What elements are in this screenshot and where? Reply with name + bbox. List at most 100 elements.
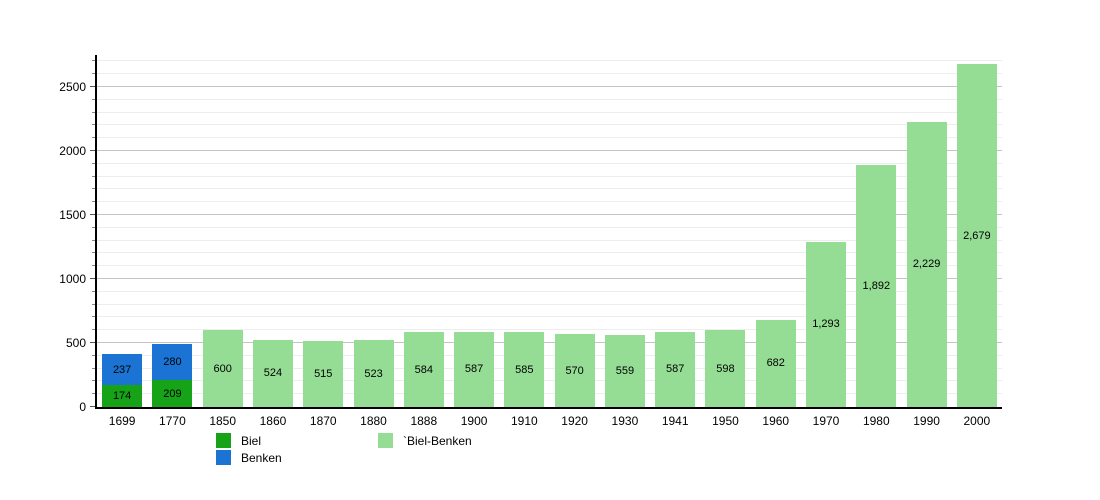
gridline-minor xyxy=(97,175,1002,177)
gridline-minor xyxy=(97,290,1002,292)
x-axis-label: 1970 xyxy=(812,414,840,428)
legend-item: `Biel-Benken xyxy=(378,433,472,448)
x-axis-label: 1960 xyxy=(762,414,790,428)
bar-value-label: 237 xyxy=(112,363,132,376)
gridline-minor xyxy=(97,226,1002,228)
bar-segment-biel-benken: 524 xyxy=(252,339,293,407)
x-axis-label: 1860 xyxy=(259,414,287,428)
x-axis-label: 1699 xyxy=(108,414,136,428)
x-axis-label: 1880 xyxy=(360,414,387,428)
bar-segment-benken: 280 xyxy=(152,344,193,381)
gridline-minor xyxy=(97,393,1002,395)
y-axis-tick xyxy=(90,86,95,87)
y-axis-tick xyxy=(92,98,95,100)
gridline-minor xyxy=(97,367,1002,369)
y-axis-tick xyxy=(92,354,95,356)
bar-value-label: 587 xyxy=(666,363,685,376)
gridline-minor xyxy=(97,316,1002,318)
bar-segment-biel-benken: 515 xyxy=(303,341,344,407)
gridline-minor xyxy=(97,265,1002,267)
y-axis-tick xyxy=(92,137,95,139)
bar-segment-biel-benken: 587 xyxy=(454,331,495,407)
x-axis-label: 1930 xyxy=(611,414,639,428)
y-axis-label: 1500 xyxy=(59,208,86,222)
legend-label: `Biel-Benken xyxy=(403,433,472,448)
x-axis-label: 1850 xyxy=(209,414,237,428)
legend-item: Benken xyxy=(216,450,282,465)
bar-value-label: 524 xyxy=(263,367,283,380)
y-axis-tick xyxy=(92,188,95,190)
bar-value-label: 584 xyxy=(414,363,433,376)
x-axis-label: 1770 xyxy=(159,414,186,428)
y-axis-tick xyxy=(92,60,95,62)
y-axis-label: 2000 xyxy=(59,144,86,158)
bar-value-label: 174 xyxy=(112,389,132,402)
bar-value-label: 209 xyxy=(163,387,182,400)
gridline-minor xyxy=(97,303,1002,305)
gridline-minor xyxy=(97,239,1002,241)
gridline-minor xyxy=(97,124,1002,126)
gridline-minor xyxy=(97,354,1002,356)
bar-value-label: 559 xyxy=(615,365,635,378)
bar-segment-benken: 237 xyxy=(102,354,143,385)
legend-swatch xyxy=(216,433,231,448)
gridline-minor xyxy=(97,380,1002,382)
bar-segment-biel-benken: 600 xyxy=(202,330,243,407)
y-axis-tick xyxy=(90,214,95,215)
y-axis-tick xyxy=(92,252,95,254)
y-axis-tick xyxy=(92,329,95,331)
y-axis-tick xyxy=(92,239,95,241)
y-axis-tick xyxy=(92,162,95,164)
x-axis-label: 1870 xyxy=(309,414,337,428)
bar-value-label: 598 xyxy=(716,362,735,375)
x-axis-label: 2000 xyxy=(963,414,991,428)
bar-value-label: 2,679 xyxy=(963,229,991,242)
y-axis-line xyxy=(95,55,97,409)
bar-value-label: 600 xyxy=(213,362,232,375)
bar-value-label: 2,229 xyxy=(912,258,941,271)
gridline-minor xyxy=(97,188,1002,190)
bar-value-label: 1,892 xyxy=(862,279,891,292)
y-axis-tick xyxy=(92,290,95,292)
y-axis-tick xyxy=(92,303,95,305)
y-axis-label: 0 xyxy=(79,400,86,414)
bar-segment-biel: 174 xyxy=(102,384,143,407)
legend-swatch xyxy=(378,433,393,448)
y-axis-tick xyxy=(90,406,95,407)
y-axis-label: 2500 xyxy=(59,80,86,94)
gridline-minor xyxy=(97,98,1002,100)
gridline-major xyxy=(97,150,1002,151)
bar-value-label: 280 xyxy=(163,356,182,369)
gridline-minor xyxy=(97,60,1002,62)
bar-segment-biel-benken: 598 xyxy=(705,330,746,407)
x-axis-label: 1990 xyxy=(913,414,940,428)
legend-label: Benken xyxy=(241,450,282,465)
bar-value-label: 515 xyxy=(314,368,333,381)
y-axis-tick xyxy=(92,73,95,75)
bar-segment-biel-benken: 523 xyxy=(353,340,394,407)
bar-value-label: 585 xyxy=(515,363,534,376)
y-axis-label: 500 xyxy=(65,336,86,350)
y-axis-tick xyxy=(92,201,95,203)
bar-segment-biel-benken: 559 xyxy=(604,335,645,407)
gridline-major xyxy=(97,342,1002,343)
bar-segment-biel-benken: 570 xyxy=(554,334,595,407)
bar-value-label: 587 xyxy=(464,363,484,376)
bar-segment-biel-benken: 2,229 xyxy=(906,121,947,407)
plot-area: 0 500 1000 1500 2000 2500 174 237 1699 209 280 1770… xyxy=(59,55,1002,428)
legend-item: Biel xyxy=(216,433,261,448)
x-axis-label: 1888 xyxy=(410,414,438,428)
x-axis-line xyxy=(95,407,1002,409)
gridline-minor xyxy=(97,137,1002,139)
y-axis-tick xyxy=(92,111,95,113)
gridline-minor xyxy=(97,252,1002,254)
legend-label: Biel xyxy=(241,433,262,448)
x-axis-label: 1941 xyxy=(661,414,689,428)
y-axis-tick xyxy=(90,342,95,343)
y-axis-tick xyxy=(92,226,95,228)
gridline-minor xyxy=(97,73,1002,75)
gridline-major xyxy=(97,278,1002,279)
y-axis-tick xyxy=(92,124,95,126)
gridline-minor xyxy=(97,329,1002,331)
